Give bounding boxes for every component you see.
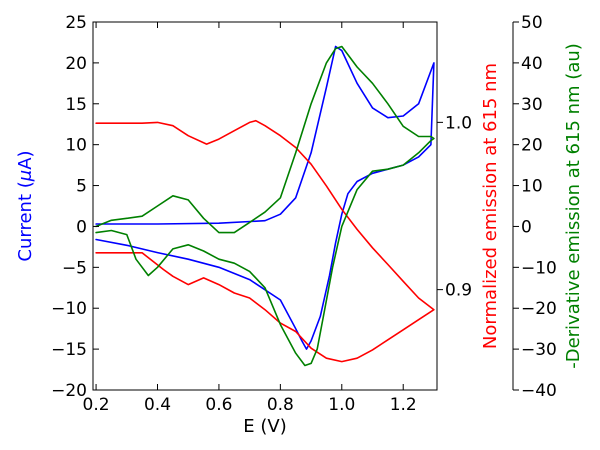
- series-line-right_outer: [95, 45, 435, 367]
- outer-right-ticks: 50 40 30 20 10 0 −10 −20 −30 −40: [513, 13, 557, 401]
- left-tick-label: −5: [62, 258, 87, 278]
- left-axis-label: Current (μA): [15, 150, 36, 261]
- left-ticks: 25 20 15 10 5 0 −5 −10 −15 −20: [51, 13, 99, 401]
- left-tick-label: 5: [76, 177, 87, 197]
- inner-right-tick-label: 0.9: [445, 281, 472, 301]
- outer-right-axis-label: -Derivative emission at 615 nm (au): [563, 43, 584, 369]
- x-tick-label: 1.2: [390, 395, 417, 415]
- x-ticks: 0.2 0.4 0.6 0.8 1.0 1.2: [83, 22, 417, 415]
- left-tick-label: 10: [65, 136, 87, 156]
- left-axis-label-symbol: μ: [15, 170, 36, 182]
- x-tick-label: 0.8: [267, 395, 294, 415]
- outer-right-tick-label: −20: [521, 299, 557, 319]
- left-tick-label: −20: [51, 381, 87, 401]
- left-tick-label: 0: [76, 217, 87, 237]
- outer-right-tick-label: 0: [521, 217, 532, 237]
- left-tick-label: −15: [51, 340, 87, 360]
- inner-right-ticks: 1.0 0.9: [437, 113, 472, 301]
- inner-right-tick-label: 1.0: [445, 113, 472, 133]
- left-tick-label: 15: [65, 95, 87, 115]
- series-layer: [95, 45, 435, 367]
- outer-right-tick-label: 40: [521, 54, 543, 74]
- outer-right-tick-label: 20: [521, 136, 543, 156]
- x-tick-label: 1.0: [328, 395, 355, 415]
- x-axis-label: E (V): [243, 416, 286, 437]
- outer-right-tick-label: −30: [521, 340, 557, 360]
- outer-right-tick-label: −40: [521, 381, 557, 401]
- series-line-left: [95, 45, 435, 350]
- left-axis-label-prefix: Current (: [15, 181, 36, 261]
- x-tick-label: 0.6: [205, 395, 232, 415]
- outer-right-tick-label: 10: [521, 177, 543, 197]
- outer-right-tick-label: 30: [521, 95, 543, 115]
- outer-right-tick-label: 50: [521, 13, 543, 33]
- inner-right-axis-label: Normalized emission at 615 nm: [480, 63, 501, 349]
- left-tick-label: −10: [51, 299, 87, 319]
- plot-frame: [92, 21, 438, 391]
- series-line-right_inner: [95, 119, 435, 363]
- left-tick-label: 25: [65, 13, 87, 33]
- x-tick-label: 0.2: [83, 395, 110, 415]
- x-tick-label: 0.4: [144, 395, 171, 415]
- left-tick-label: 20: [65, 54, 87, 74]
- outer-right-tick-label: −10: [521, 258, 557, 278]
- left-axis-label-suffix: A): [15, 150, 36, 169]
